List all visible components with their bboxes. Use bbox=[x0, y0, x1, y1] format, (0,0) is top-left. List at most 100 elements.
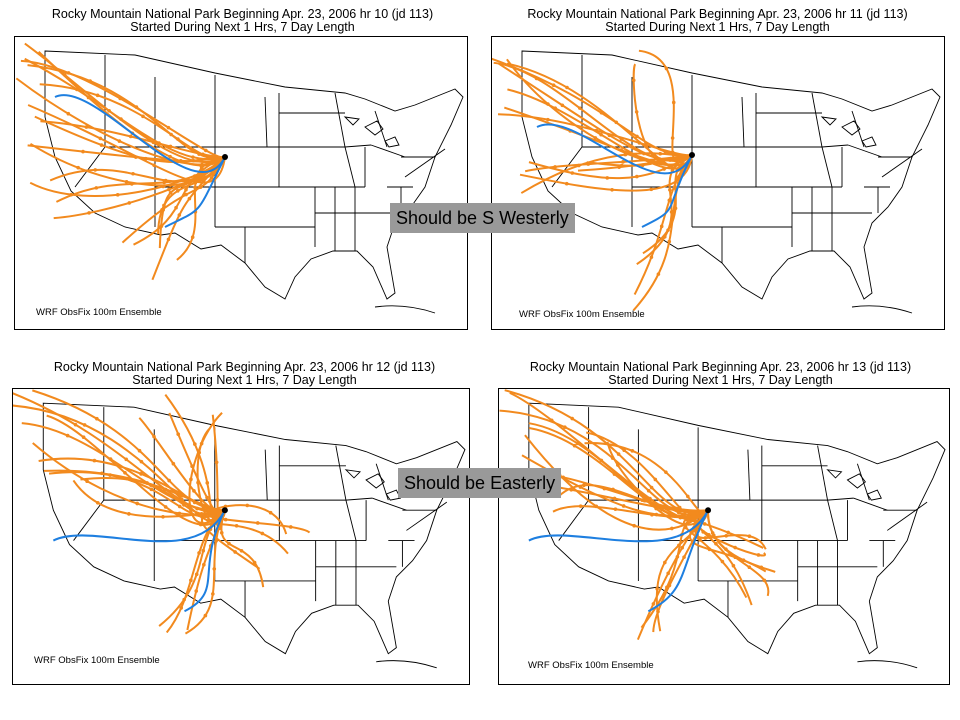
trajectory-point bbox=[73, 422, 78, 427]
trajectory-point bbox=[215, 498, 220, 502]
trajectory-point bbox=[212, 516, 216, 521]
trajectory-point bbox=[118, 96, 122, 101]
trajectory-point bbox=[707, 547, 712, 552]
trajectory-point bbox=[194, 572, 199, 577]
trajectory-point bbox=[640, 498, 644, 502]
trajectory-point bbox=[234, 523, 239, 528]
us-outline bbox=[44, 50, 464, 300]
trajectory-point bbox=[658, 151, 663, 156]
trajectory-point bbox=[668, 188, 672, 192]
trajectory-map bbox=[12, 388, 470, 685]
trajectory-point bbox=[245, 503, 250, 508]
trajectory-point bbox=[107, 109, 111, 113]
trajectory-map bbox=[491, 36, 945, 330]
trajectory-point bbox=[288, 525, 293, 529]
trajectory-point bbox=[84, 125, 89, 129]
trajectory-point bbox=[123, 470, 127, 475]
trajectory-point bbox=[219, 530, 224, 535]
trajectory-point bbox=[151, 140, 156, 145]
trajectory-point bbox=[747, 565, 752, 570]
trajectory-point bbox=[660, 507, 664, 512]
origin-marker bbox=[705, 507, 712, 514]
trajectory-point bbox=[124, 457, 129, 462]
map-svg bbox=[492, 49, 941, 314]
trajectory-point bbox=[553, 106, 558, 111]
trajectory-point bbox=[233, 550, 237, 554]
ensemble-label: WRF ObsFix 100m Ensemble bbox=[34, 655, 160, 666]
state-boundary bbox=[692, 146, 757, 187]
trajectory-point bbox=[720, 559, 725, 564]
trajectory-point bbox=[95, 93, 100, 98]
trajectory-point bbox=[227, 541, 231, 546]
trajectory-point bbox=[204, 148, 208, 153]
trajectory-point bbox=[212, 567, 217, 571]
ensemble-trajectory bbox=[34, 115, 226, 164]
state-boundary bbox=[887, 501, 928, 531]
origin-marker bbox=[222, 154, 228, 160]
trajectory-point bbox=[610, 187, 614, 192]
trajectory-point bbox=[191, 158, 196, 163]
trajectory-point bbox=[190, 235, 195, 239]
trajectory-point bbox=[198, 175, 203, 180]
state-boundary bbox=[406, 501, 448, 531]
trajectory-point bbox=[616, 452, 621, 456]
trajectory-point bbox=[196, 480, 200, 485]
trajectory-point bbox=[635, 134, 639, 139]
panel-title: Rocky Mountain National Park Beginning A… bbox=[527, 7, 908, 21]
trajectory-point bbox=[161, 514, 165, 519]
trajectory-point bbox=[168, 144, 173, 149]
trajectory-point bbox=[193, 442, 197, 446]
trajectory-point bbox=[646, 488, 651, 493]
trajectory-point bbox=[139, 472, 143, 476]
trajectory-point bbox=[198, 185, 203, 189]
trajectory-point bbox=[100, 471, 104, 476]
trajectory-point bbox=[63, 73, 67, 77]
great-lakes bbox=[820, 116, 877, 148]
trajectory-point bbox=[239, 548, 244, 553]
us-outline bbox=[42, 402, 466, 655]
trajectory-point bbox=[612, 496, 617, 501]
trajectory-point bbox=[616, 463, 620, 467]
map-svg bbox=[15, 42, 464, 314]
state-boundary bbox=[370, 144, 406, 158]
trajectory-point bbox=[175, 189, 180, 193]
trajectory-point bbox=[66, 111, 71, 116]
trajectory-point bbox=[223, 517, 228, 522]
trajectory-point bbox=[652, 152, 656, 157]
trajectory-point bbox=[671, 100, 676, 105]
trajectory-point bbox=[128, 134, 133, 139]
trajectory-point bbox=[602, 486, 607, 491]
trajectory-point bbox=[176, 432, 181, 436]
trajectory-point bbox=[756, 553, 761, 557]
state-boundary bbox=[821, 144, 849, 148]
trajectory-point bbox=[201, 152, 205, 157]
trajectory-point bbox=[632, 523, 636, 528]
trajectory-point bbox=[152, 163, 156, 168]
panel-hr12: Rocky Mountain National Park Beginning A… bbox=[12, 355, 477, 695]
trajectory-point bbox=[187, 196, 192, 201]
trajectory-point bbox=[268, 510, 273, 515]
trajectory-point bbox=[98, 136, 103, 141]
trajectory-point bbox=[551, 83, 556, 88]
trajectory-point bbox=[683, 525, 688, 530]
trajectory-point bbox=[260, 531, 265, 536]
trajectory-point bbox=[733, 545, 737, 550]
state-boundary bbox=[334, 92, 346, 148]
trajectory-point bbox=[691, 517, 696, 522]
trajectory-point bbox=[635, 487, 640, 492]
trajectory-point bbox=[211, 519, 215, 524]
trajectory-point bbox=[207, 513, 212, 518]
ensemble-trajectory bbox=[29, 142, 226, 187]
trajectory-point bbox=[570, 171, 575, 175]
ensemble-trajectory bbox=[524, 434, 709, 531]
trajectory-point bbox=[631, 78, 636, 83]
trajectory-point bbox=[81, 149, 85, 154]
trajectory-point bbox=[66, 71, 71, 75]
state-boundary bbox=[73, 499, 105, 541]
trajectory-point bbox=[669, 210, 674, 214]
state-boundary bbox=[344, 144, 372, 148]
trajectory-point bbox=[663, 150, 668, 154]
trajectory-point bbox=[194, 512, 199, 517]
trajectory-point bbox=[546, 117, 550, 122]
trajectory-point bbox=[614, 120, 619, 125]
